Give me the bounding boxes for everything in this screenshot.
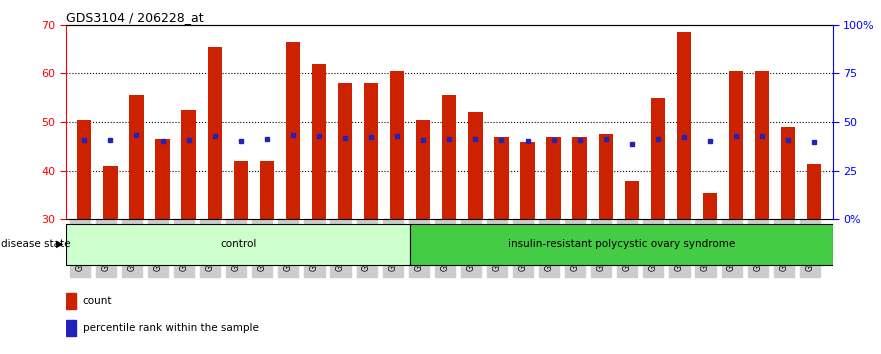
Text: GDS3104 / 206228_at: GDS3104 / 206228_at	[66, 11, 204, 24]
Bar	[729, 71, 744, 219]
Bar	[155, 139, 170, 219]
Bar	[625, 181, 639, 219]
Text: control: control	[220, 239, 256, 249]
Bar	[78, 120, 92, 219]
Bar	[781, 127, 796, 219]
Text: percentile rank within the sample: percentile rank within the sample	[83, 323, 258, 333]
Text: count: count	[83, 296, 112, 306]
Bar	[364, 83, 378, 219]
Bar	[468, 113, 483, 219]
Bar	[755, 71, 769, 219]
Text: disease state: disease state	[1, 239, 70, 249]
Bar	[598, 134, 613, 219]
Bar	[130, 95, 144, 219]
Bar	[807, 164, 821, 219]
Bar	[312, 64, 326, 219]
Bar	[103, 166, 117, 219]
Text: ▶: ▶	[56, 239, 63, 249]
Bar	[677, 32, 691, 219]
Bar	[494, 137, 508, 219]
Text: insulin-resistant polycystic ovary syndrome: insulin-resistant polycystic ovary syndr…	[507, 239, 735, 249]
Bar	[390, 71, 404, 219]
Bar	[521, 142, 535, 219]
Bar	[233, 161, 248, 219]
Bar	[442, 95, 456, 219]
Bar	[416, 120, 431, 219]
Bar	[181, 110, 196, 219]
Bar	[573, 137, 587, 219]
Bar	[337, 83, 352, 219]
Bar	[546, 137, 561, 219]
Bar	[260, 161, 274, 219]
Bar	[66, 320, 77, 336]
Bar	[651, 98, 665, 219]
Bar	[208, 47, 222, 219]
Bar	[66, 224, 411, 265]
Bar	[703, 193, 717, 219]
Bar	[66, 293, 77, 309]
Bar	[411, 224, 833, 265]
Bar	[285, 42, 300, 219]
